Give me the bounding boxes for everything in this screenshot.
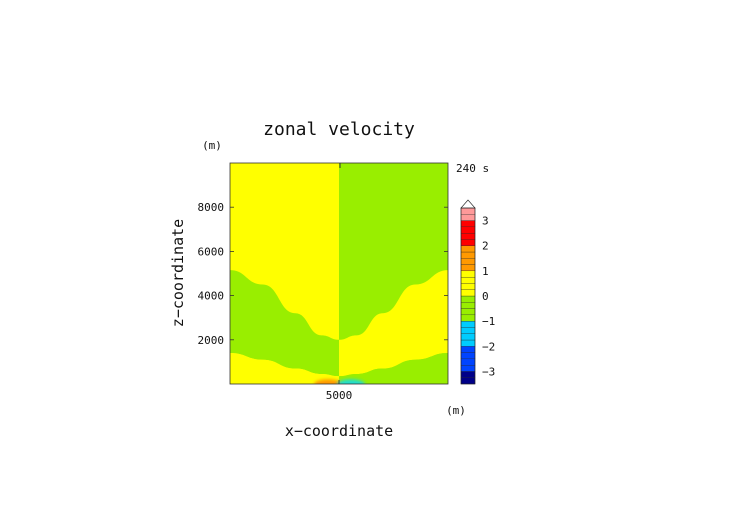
negative-velocity-bubble-1 — [337, 379, 365, 384]
y-tick-label: 8000 — [198, 201, 225, 214]
x-axis: 5000 — [326, 380, 353, 402]
left-middle-band — [230, 270, 339, 377]
x-unit-label: (m) — [446, 404, 466, 417]
colorbar: 3 2 1 0 −1 −2 −3 — [460, 199, 495, 385]
colorbar-segment — [460, 364, 476, 372]
colorbar-tick-label: −3 — [482, 365, 495, 378]
colorbar-segment — [460, 239, 476, 246]
colorbar-segment — [460, 320, 476, 328]
colorbar-tick-label: 3 — [482, 215, 489, 228]
colorbar-segment — [460, 314, 476, 322]
positive-velocity-bubble-0 — [314, 379, 343, 384]
y-tick-label: 6000 — [198, 245, 225, 258]
colorbar-segment — [460, 207, 476, 215]
colorbar-segment — [460, 258, 476, 265]
colorbar-segment — [460, 214, 476, 221]
colorbar-segment — [460, 289, 476, 297]
colorbar-segment — [460, 371, 476, 378]
colorbar-segment — [460, 245, 476, 253]
colorbar-segment — [460, 327, 476, 334]
plot-area — [230, 163, 448, 384]
colorbar-segment — [460, 283, 476, 290]
chart-title: zonal velocity — [263, 119, 415, 140]
right-middle-band — [339, 270, 448, 377]
colorbar-tick-label: −2 — [482, 340, 495, 353]
colorbar-segment — [460, 302, 476, 309]
colorbar-segment — [460, 251, 476, 259]
y-axis-label: z−coordinate — [169, 219, 187, 327]
x-tick-label: 5000 — [326, 389, 353, 402]
colorbar-segment — [460, 295, 476, 303]
colorbar-segment — [460, 276, 476, 284]
colorbar-segment — [460, 333, 476, 341]
time-label: 240 s — [456, 162, 489, 175]
y-tick-label: 4000 — [198, 290, 225, 303]
colorbar-segment — [460, 358, 476, 366]
colorbar-frame — [460, 207, 476, 385]
colorbar-segment — [460, 377, 476, 385]
colorbar-segment — [460, 264, 476, 272]
colorbar-tick-label: −1 — [482, 315, 495, 328]
colorbar-tick-label: 2 — [482, 240, 489, 253]
x-axis-label: x−coordinate — [285, 422, 393, 440]
colorbar-segment — [460, 232, 476, 240]
colorbar-extend-arrow — [460, 199, 476, 209]
colorbar-segment — [460, 346, 476, 353]
y-axis: 2000 4000 6000 8000 — [198, 201, 448, 347]
left-bottom-band — [230, 353, 339, 384]
right-bottom-band — [339, 353, 448, 384]
colorbar-segment — [460, 308, 476, 316]
colorbar-segment — [460, 226, 476, 234]
colorbar-segment — [460, 352, 476, 360]
colorbar-tick-label: 0 — [482, 290, 489, 303]
y-unit-label: (m) — [202, 139, 222, 152]
colorbar-tick-label: 1 — [482, 265, 489, 278]
colorbar-segment — [460, 270, 476, 278]
y-tick-label: 2000 — [198, 334, 225, 347]
colorbar-segment — [460, 339, 476, 347]
colorbar-segment — [460, 220, 476, 228]
